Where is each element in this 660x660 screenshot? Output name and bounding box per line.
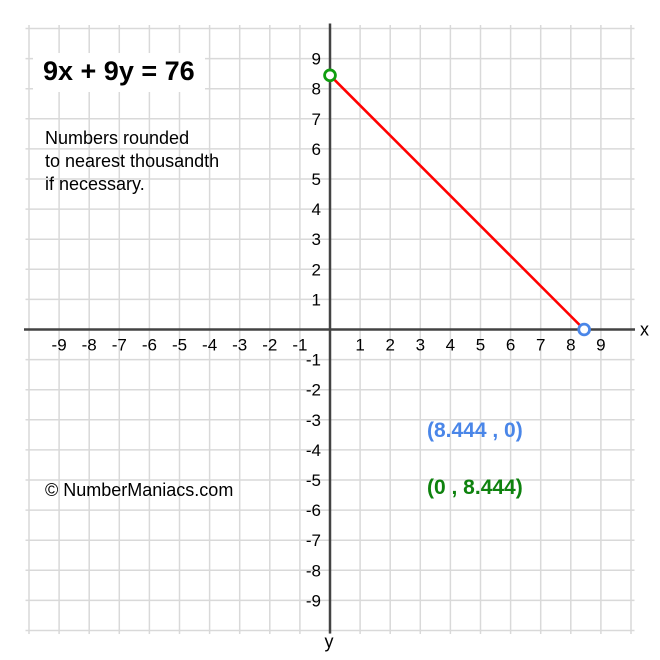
x-tick-label: -2: [262, 336, 277, 355]
tick-labels: -9 -8 -7 -6 -5 -4 -3 -2 -1 1 2 3 4 5 6 7 8 9 9 8 7 6 5 4 3 2 1 -1 -2…: [52, 50, 606, 611]
y-tick-label: -8: [306, 561, 321, 580]
x-axis-label: x: [640, 320, 649, 340]
x-tick-label: 7: [536, 336, 545, 355]
y-tick-label: 5: [312, 170, 321, 189]
x-tick-label: -9: [52, 336, 67, 355]
x-tick-label: -8: [82, 336, 97, 355]
x-tick-label: 6: [506, 336, 515, 355]
y-tick-label: 7: [312, 110, 321, 129]
x-tick-label: 8: [566, 336, 575, 355]
x-tick-label: -7: [112, 336, 127, 355]
x-tick-label: -3: [232, 336, 247, 355]
y-tick-label: -5: [306, 471, 321, 490]
y-tick-label: -9: [306, 591, 321, 610]
copyright-text: © NumberManiacs.com: [45, 480, 234, 500]
x-tick-label: -6: [142, 336, 157, 355]
x-intercept-label: (8.444 , 0): [427, 419, 523, 442]
y-tick-label: -6: [306, 501, 321, 520]
y-tick-label: 3: [312, 230, 321, 249]
x-tick-label: 3: [416, 336, 425, 355]
y-tick-label: 8: [312, 80, 321, 99]
y-tick-label: 6: [312, 140, 321, 159]
y-axis-label: y: [325, 632, 334, 652]
y-tick-label: -2: [306, 381, 321, 400]
x-tick-label: 2: [385, 336, 394, 355]
equation-title: 9x + 9y = 76: [33, 53, 205, 92]
rounding-note: Numbers rounded to nearest thousandth if…: [45, 127, 219, 196]
x-tick-label: -4: [202, 336, 217, 355]
axes: [24, 23, 635, 634]
x-tick-label: -1: [292, 336, 307, 355]
y-tick-label: 2: [312, 260, 321, 279]
y-tick-label: -1: [306, 351, 321, 370]
x-tick-label: 9: [596, 336, 605, 355]
y-tick-label: 1: [312, 290, 321, 309]
rounding-note-line-3: if necessary.: [45, 174, 145, 194]
y-tick-label: -4: [306, 441, 321, 460]
y-tick-label: -7: [306, 531, 321, 550]
y-intercept-marker: [323, 68, 337, 83]
x-tick-label: 4: [446, 336, 455, 355]
y-intercept-label: (0 , 8.444): [427, 476, 523, 499]
rounding-note-line-1: Numbers rounded: [45, 128, 190, 148]
y-tick-label: -3: [306, 411, 321, 430]
x-tick-label: 5: [476, 336, 485, 355]
x-tick-label: 1: [355, 336, 364, 355]
equation-line: [329, 74, 586, 331]
y-tick-label: 9: [312, 50, 321, 69]
y-tick-label: 4: [312, 200, 321, 219]
x-intercept-marker: [577, 322, 591, 337]
rounding-note-line-2: to nearest thousandth: [45, 151, 220, 171]
x-tick-label: -5: [172, 336, 187, 355]
